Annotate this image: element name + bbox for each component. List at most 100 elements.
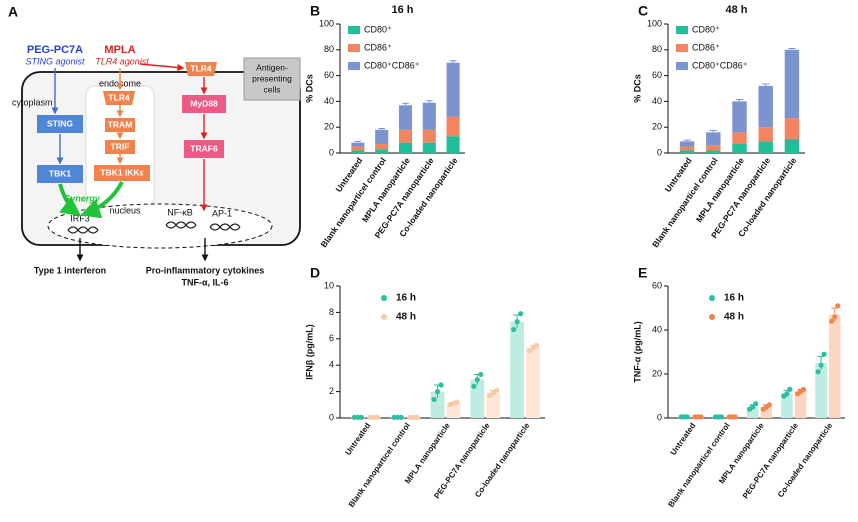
data-point: [454, 399, 460, 405]
diagram: A PEG-PC7A STING agonist MPLA TLR4 agoni…: [8, 4, 301, 287]
data-point: [471, 383, 477, 389]
legend-swatch: [676, 26, 688, 34]
error-bar: [817, 355, 825, 363]
bar-segment: [446, 136, 460, 153]
data-point: [718, 414, 725, 420]
error-bar: [762, 83, 770, 86]
bar: [526, 348, 541, 418]
arrows: [51, 63, 209, 262]
legend-label: 48 h: [396, 312, 416, 323]
data-point: [698, 414, 704, 420]
bar: [486, 392, 501, 418]
bar: [828, 314, 841, 418]
node-box: [182, 95, 226, 113]
bar-segment: [679, 141, 695, 147]
data-point: [684, 414, 690, 420]
y-tick-label: 40: [652, 324, 662, 334]
bar-segment: [758, 141, 773, 153]
panel-label: E: [638, 265, 647, 281]
bar-segment: [422, 142, 436, 153]
node-text: TBK1: [49, 168, 71, 178]
data-point: [533, 342, 540, 348]
data-point: [438, 382, 444, 388]
node-text: TLR4: [108, 92, 130, 102]
bar-segment: [706, 145, 721, 151]
bar-segment: [446, 62, 460, 117]
y-tick-label: 80: [652, 44, 662, 54]
node-box: [94, 165, 150, 181]
y-tick-label: 20: [324, 122, 334, 132]
y-tick-label: 60: [324, 70, 334, 80]
bar: [781, 393, 793, 418]
nucleus: [47, 203, 273, 249]
error-bar: [735, 98, 744, 102]
y-tick-label: 0: [657, 412, 662, 422]
data-point: [829, 318, 835, 324]
panel-label: D: [310, 265, 320, 281]
x-tick-label: MPLA nanoparticle: [694, 155, 746, 224]
node-text: TNF-α, IL-6: [181, 277, 228, 287]
bar-segment: [422, 129, 436, 143]
error-bar: [788, 48, 796, 50]
data-point: [431, 396, 437, 403]
error-bar: [378, 127, 385, 130]
bar: [794, 391, 807, 418]
y-axis-label: IFNβ (pg/mL): [304, 324, 314, 379]
legend-swatch: [348, 62, 360, 70]
bar-segment: [758, 127, 773, 142]
legend-swatch: [381, 314, 387, 320]
bar: [760, 407, 773, 418]
data-point: [478, 371, 484, 378]
node-text: nucleus: [109, 205, 141, 215]
y-tick-label: 4: [329, 360, 334, 370]
bar: [510, 321, 525, 418]
data-point: [753, 401, 759, 407]
bar-segment: [351, 150, 365, 153]
y-tick-label: 100: [647, 18, 662, 28]
legend-swatch: [709, 314, 715, 320]
y-tick-label: 8: [329, 307, 334, 317]
node-text: TLR4 agonist: [95, 56, 149, 66]
chart-title: 48 h: [725, 4, 747, 16]
panel-label: B: [310, 3, 320, 19]
data-point: [514, 319, 520, 325]
data-point: [518, 311, 524, 317]
y-tick-label: 60: [652, 70, 662, 80]
bar-segment: [784, 118, 800, 139]
y-tick-label: 60: [652, 280, 662, 290]
node-text: MPLA: [104, 44, 135, 56]
error-bar: [683, 139, 691, 142]
bar-segment: [706, 132, 721, 146]
bar-segment: [679, 150, 695, 153]
node-box: [184, 140, 224, 158]
y-tick-label: 10: [324, 280, 334, 290]
data-point: [414, 414, 420, 420]
node-text: TRAF6: [190, 143, 218, 153]
bar-segment: [375, 143, 389, 150]
data-point: [766, 402, 772, 408]
node-box: [37, 165, 83, 183]
bar-segment: [732, 101, 747, 133]
data-point: [474, 377, 480, 383]
bar-segment: [732, 132, 747, 144]
node-text: TBK1 IKKε: [100, 167, 143, 177]
y-tick-label: 2: [329, 386, 334, 396]
data-point: [434, 389, 441, 395]
receptor: [185, 62, 217, 76]
bar-segment: [446, 116, 460, 137]
data-point: [784, 391, 790, 397]
error-bar: [354, 140, 362, 143]
bar-segment: [351, 146, 365, 151]
node-text: IRF3: [70, 213, 90, 223]
bar-segment: [375, 149, 389, 153]
apc-box: [243, 57, 301, 101]
node-text: cytoplasm: [12, 97, 53, 107]
data-point: [815, 369, 821, 375]
bar-segment: [784, 138, 800, 153]
legend-swatch: [676, 62, 688, 70]
legend-label: 48 h: [724, 312, 744, 323]
data-point: [732, 414, 738, 420]
bar-segment: [758, 85, 773, 128]
bar-segment: [351, 142, 365, 147]
node-box: [37, 115, 83, 133]
